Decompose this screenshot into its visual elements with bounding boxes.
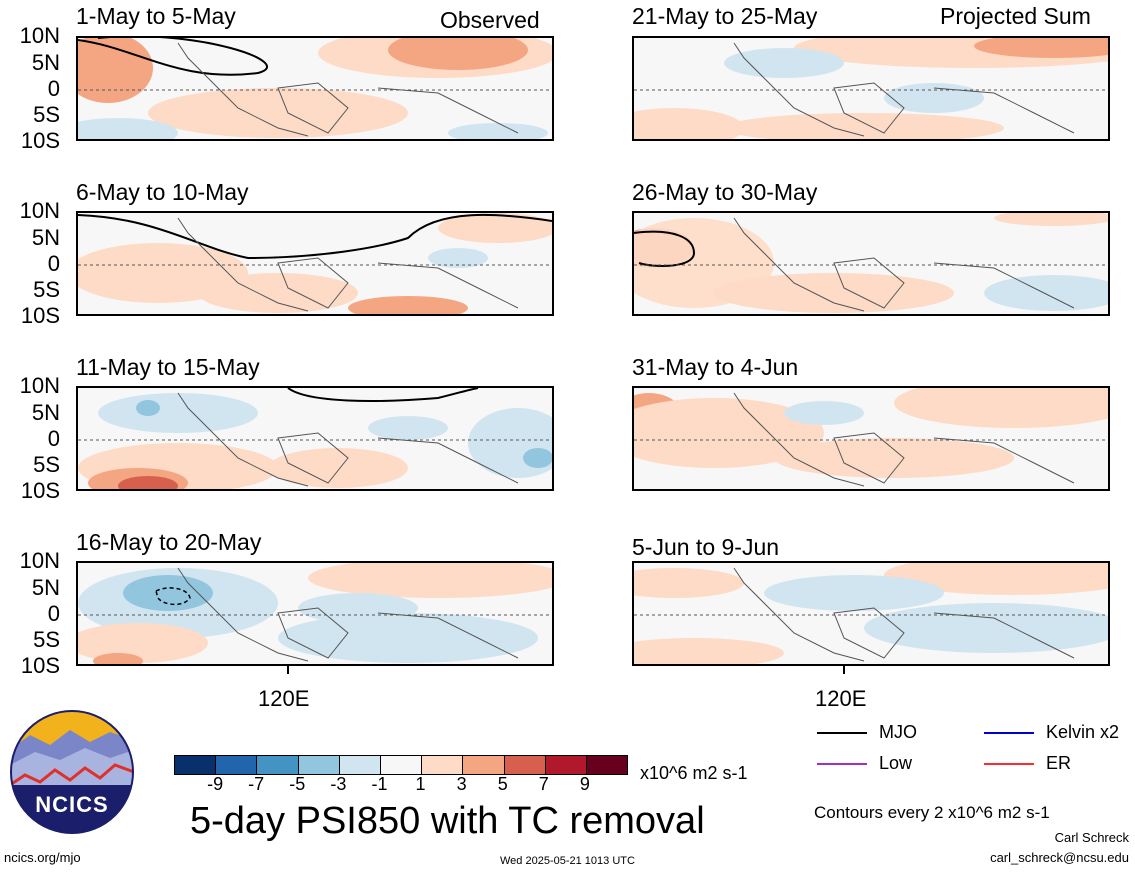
y-tick: 5N [31, 50, 60, 75]
main-title: 5-day PSI850 with TC removal [190, 800, 705, 842]
legend-label: MJO [879, 722, 917, 742]
legend-label: Low [879, 753, 913, 773]
legend-label: Kelvin x2 [1046, 722, 1120, 742]
colorbar-swatch [421, 756, 463, 774]
footer-author: Carl Schreck [1054, 830, 1129, 845]
x-axis-label: 120E [258, 686, 310, 711]
y-tick: 0 [47, 426, 60, 451]
legend-swatch [984, 731, 1034, 734]
map-panel-6 [632, 211, 1110, 316]
y-tick: 5S [33, 627, 60, 652]
y-tick: 10N [19, 548, 60, 573]
colorbar-swatch [503, 756, 545, 774]
panel-title: 21-May to 25-May [632, 3, 818, 29]
map-panel-8 [632, 561, 1110, 666]
colorbar-swatch [175, 756, 216, 774]
y-tick: 10N [19, 23, 60, 48]
map-panel-1 [76, 36, 554, 141]
y-tick: 0 [47, 76, 60, 101]
logo-text: NCICS [35, 792, 109, 817]
y-tick: 5S [33, 102, 60, 127]
y-tick: 5N [31, 225, 60, 250]
panel-title: 26-May to 30-May [632, 179, 818, 205]
map-panel-3 [76, 386, 554, 491]
legend-low: Low [817, 753, 912, 774]
colorbar-tick-label: -1 [371, 774, 388, 794]
y-tick: 10S [20, 478, 60, 503]
colorbar-swatch [462, 756, 504, 774]
footer-url[interactable]: ncics.org/mjo [4, 850, 81, 865]
footer-email[interactable]: carl_schreck@ncsu.edu [990, 850, 1129, 865]
colorbar-tick-label: -5 [289, 774, 306, 794]
x-axis-label: 120E [815, 686, 867, 711]
x-tick-mark [843, 666, 845, 674]
colorbar [174, 755, 628, 775]
map-panel-4 [76, 561, 554, 666]
colorbar-swatch [338, 756, 380, 774]
map-panel-5 [632, 36, 1110, 141]
colorbar-swatch [544, 756, 586, 774]
colorbar-tick-label: 5 [497, 774, 508, 794]
panel-title: 6-May to 10-May [76, 179, 249, 205]
x-tick-mark [287, 666, 289, 674]
colorbar-ticks: -9 -7 -5 -3 -1 1 3 5 7 9 [174, 774, 626, 796]
y-tick: 10S [20, 303, 60, 328]
y-tick: 5N [31, 400, 60, 425]
y-tick: 5S [33, 452, 60, 477]
legend-mjo: MJO [817, 722, 917, 743]
colorbar-units: x10^6 m2 s-1 [640, 763, 748, 783]
y-tick: 5N [31, 575, 60, 600]
y-tick: 10N [19, 198, 60, 223]
colorbar-swatch [585, 756, 628, 774]
colorbar-tick-label: 9 [579, 774, 590, 794]
legend-swatch [817, 762, 867, 765]
colorbar-tick-label: -3 [330, 774, 347, 794]
map-panel-7 [632, 386, 1110, 491]
colorbar-tick-label: 7 [538, 774, 549, 794]
footer-timestamp: Wed 2025-05-21 1013 UTC [500, 855, 635, 867]
panel-title: 31-May to 4-Jun [632, 354, 799, 380]
legend-swatch [817, 731, 867, 734]
map-panel-2 [76, 211, 554, 316]
y-tick: 0 [47, 601, 60, 626]
y-tick: 10S [20, 653, 60, 678]
legend-er: ER [984, 753, 1071, 774]
panel-title: 1-May to 5-May [76, 3, 236, 29]
legend-kelvin: Kelvin x2 [984, 722, 1119, 743]
panel-tag: Projected Sum [940, 3, 1091, 29]
panel-title: 5-Jun to 9-Jun [632, 534, 780, 560]
panel-title: 11-May to 15-May [76, 354, 260, 380]
colorbar-tick-label: 3 [456, 774, 467, 794]
legend-swatch [984, 762, 1034, 765]
y-tick: 0 [47, 251, 60, 276]
colorbar-tick-label: 1 [415, 774, 426, 794]
panel-title: 16-May to 20-May [76, 529, 262, 555]
y-tick: 5S [33, 277, 60, 302]
y-tick: 10N [19, 373, 60, 398]
colorbar-swatch [297, 756, 339, 774]
colorbar-tick-label: -7 [248, 774, 265, 794]
colorbar-tick-label: -9 [207, 774, 224, 794]
panel-tag: Observed [440, 7, 540, 33]
colorbar-swatch [215, 756, 257, 774]
colorbar-swatch [379, 756, 422, 774]
ncics-logo: NCICS [10, 710, 134, 834]
legend-label: ER [1046, 753, 1072, 773]
colorbar-swatch [256, 756, 298, 774]
y-tick: 10S [20, 128, 60, 153]
contour-note: Contours every 2 x10^6 m2 s-1 [814, 803, 1050, 822]
